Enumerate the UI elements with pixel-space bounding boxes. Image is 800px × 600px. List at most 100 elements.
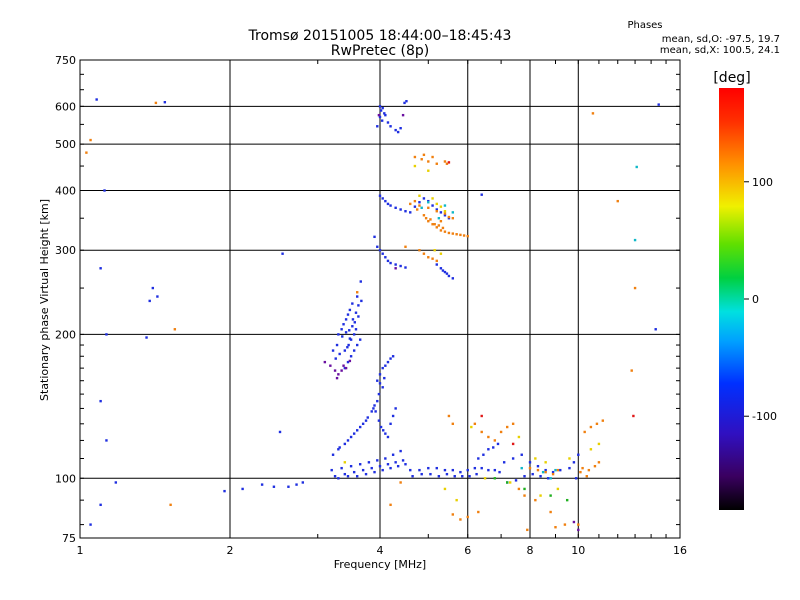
data-point <box>394 263 397 266</box>
data-point <box>330 468 333 472</box>
x-tick-label: 6 <box>464 544 471 557</box>
data-point <box>431 204 434 207</box>
data-point <box>549 510 552 514</box>
data-point <box>383 376 386 380</box>
data-point <box>378 464 382 468</box>
data-point <box>589 425 593 429</box>
data-point <box>563 523 567 526</box>
data-point <box>480 193 483 196</box>
data-point <box>346 475 350 478</box>
data-point <box>633 238 637 242</box>
data-point <box>597 461 601 464</box>
data-point <box>380 119 384 122</box>
data-point <box>381 197 384 200</box>
data-point <box>556 468 560 472</box>
data-point <box>337 373 340 376</box>
data-point <box>443 487 447 491</box>
x-tick-label: 4 <box>377 544 384 557</box>
data-point <box>331 453 335 456</box>
data-point <box>531 472 534 476</box>
data-point <box>338 446 341 449</box>
data-point <box>401 113 405 117</box>
y-tick-label: 750 <box>55 54 76 67</box>
data-point <box>340 369 343 372</box>
data-point <box>333 369 337 372</box>
data-point <box>443 214 447 217</box>
data-point <box>439 205 443 208</box>
data-point <box>565 498 569 502</box>
data-point <box>483 477 487 480</box>
data-point <box>632 414 635 418</box>
data-point <box>429 218 432 221</box>
data-point <box>349 355 353 358</box>
data-point <box>534 498 537 502</box>
data-point <box>635 165 638 169</box>
data-point <box>577 453 580 456</box>
data-point <box>487 435 490 439</box>
data-point <box>528 466 532 470</box>
data-point <box>372 407 375 410</box>
data-point <box>344 331 348 334</box>
data-point <box>355 291 359 294</box>
data-point <box>420 158 423 161</box>
data-point <box>477 510 480 514</box>
data-point <box>568 457 571 460</box>
data-point <box>360 299 363 303</box>
data-point <box>418 468 421 472</box>
data-point <box>431 223 434 226</box>
data-point <box>427 256 430 259</box>
data-point <box>389 357 392 360</box>
data-point <box>413 199 417 203</box>
data-point <box>549 477 552 480</box>
data-point <box>657 103 660 106</box>
data-point <box>394 206 397 210</box>
data-point <box>281 252 284 255</box>
data-point <box>329 364 332 367</box>
data-point <box>404 266 407 269</box>
data-point <box>462 234 466 237</box>
data-point <box>439 252 443 255</box>
data-point <box>568 466 571 470</box>
data-point <box>389 466 392 470</box>
data-point <box>301 481 305 484</box>
data-point <box>439 220 443 223</box>
data-points <box>85 98 660 532</box>
legend-title: Phases <box>627 20 662 31</box>
data-point <box>346 360 350 364</box>
data-point <box>422 153 426 157</box>
data-point <box>418 201 421 204</box>
data-point <box>374 410 377 413</box>
data-point <box>427 206 430 210</box>
data-point <box>439 211 443 214</box>
data-point <box>89 138 92 142</box>
data-point <box>89 523 92 526</box>
data-point <box>572 520 576 524</box>
data-point <box>551 470 555 474</box>
data-point <box>435 263 438 266</box>
data-point <box>394 267 397 270</box>
colorbar-tick-label: 100 <box>752 176 773 189</box>
data-point <box>477 457 480 460</box>
data-point <box>151 286 155 290</box>
data-point <box>593 464 597 468</box>
data-point <box>526 528 529 532</box>
data-point <box>427 466 430 470</box>
data-point <box>384 432 387 435</box>
data-point <box>554 526 557 529</box>
data-point <box>355 429 359 432</box>
data-point <box>536 468 540 472</box>
data-point <box>358 425 362 429</box>
data-point <box>386 202 390 206</box>
data-point <box>373 470 376 474</box>
data-point <box>154 101 158 105</box>
colorbar-tick-label: -100 <box>752 410 777 423</box>
data-point <box>435 202 438 206</box>
data-point <box>443 204 447 207</box>
data-point <box>441 226 445 230</box>
data-point <box>278 430 282 434</box>
data-point <box>601 419 605 422</box>
x-tick-label: 16 <box>673 544 687 557</box>
data-point <box>352 333 356 336</box>
data-point <box>343 472 347 476</box>
